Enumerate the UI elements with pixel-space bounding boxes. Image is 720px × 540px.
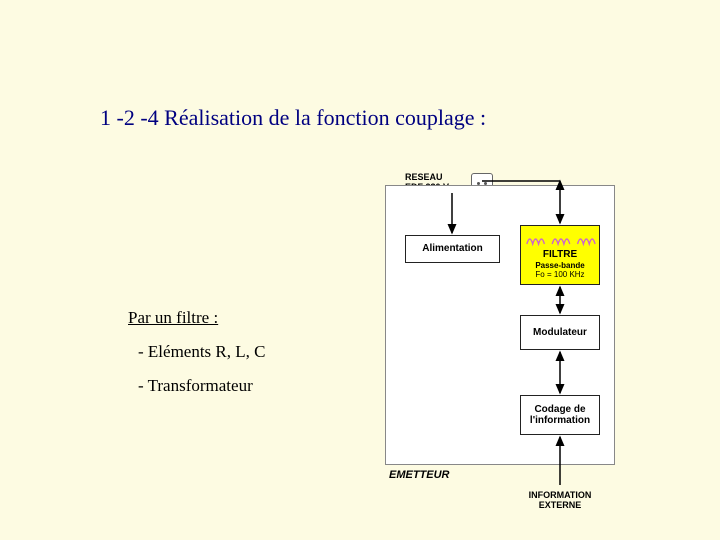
block-codage-line1: Codage de [534,404,585,416]
filter-item-transformer: - Transformateur [138,376,265,396]
block-modulateur-label: Modulateur [533,327,587,339]
block-filtre-sub1: Passe-bande [535,261,584,270]
block-codage: Codage de l'information [520,395,600,435]
filter-coils-icon [521,230,599,248]
block-alimentation: Alimentation [405,235,500,263]
info-externe-l1: INFORMATION [529,490,592,500]
block-codage-line2: l'information [530,415,590,427]
block-modulateur: Modulateur [520,315,600,350]
body-text: Par un filtre : - Eléments R, L, C - Tra… [128,300,265,396]
info-externe-l2: EXTERNE [539,500,582,510]
filter-item-rlc: - Eléments R, L, C [138,342,265,362]
block-diagram: RESEAU EDF 230 V~ Alimentation FILTRE Pa… [385,175,615,495]
info-externe-label: INFORMATION EXTERNE [520,491,600,511]
block-alimentation-label: Alimentation [422,243,483,255]
filter-heading: Par un filtre : [128,308,265,328]
block-filtre-sub2: Fo = 100 KHz [535,270,584,279]
emetteur-label: EMETTEUR [389,469,450,481]
block-filtre-label: FILTRE [543,249,577,260]
block-filtre: FILTRE Passe-bande Fo = 100 KHz [520,225,600,285]
reseau-line1: RESEAU [405,172,443,182]
slide-title: 1 -2 -4 Réalisation de la fonction coupl… [100,105,486,131]
